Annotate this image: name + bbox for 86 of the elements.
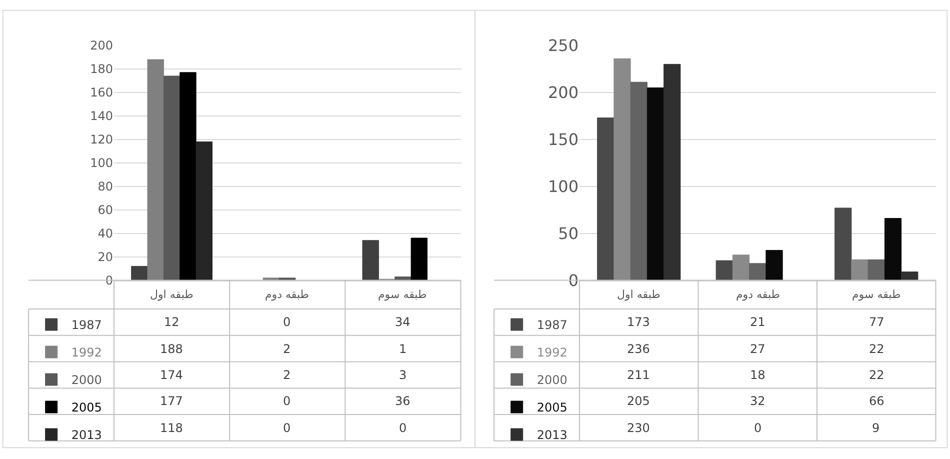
y-tick-label: 0 <box>568 270 578 290</box>
x-tick-label: طبقه دوم <box>736 288 780 301</box>
legend-label: 2000 <box>71 373 102 388</box>
bar <box>664 64 681 280</box>
data-label: 66 <box>869 394 884 408</box>
bar <box>163 76 180 280</box>
data-label: 12 <box>164 315 180 329</box>
bar <box>901 272 918 280</box>
legend-label: 1992 <box>71 346 102 360</box>
data-label: 205 <box>627 394 650 408</box>
bar <box>362 240 379 280</box>
data-label: 188 <box>160 342 183 356</box>
data-label: 0 <box>283 315 291 329</box>
data-label: 21 <box>750 315 766 329</box>
text: 1992 <box>536 346 568 360</box>
bar <box>851 259 868 280</box>
x-tick-label: طبقه سوم <box>852 288 901 301</box>
y-tick-label: 20 <box>98 250 113 264</box>
legend-label: 1987 <box>71 318 102 332</box>
bar <box>749 263 766 280</box>
bar <box>834 208 852 280</box>
data-label: 236 <box>627 342 650 356</box>
y-tick-label: 150 <box>548 130 578 149</box>
bar <box>410 238 428 280</box>
text: 2005 <box>536 400 568 415</box>
data-label: 2 <box>283 368 291 382</box>
bar <box>597 118 614 280</box>
text: 2000 <box>536 373 568 388</box>
data-label: 2 <box>283 342 291 356</box>
y-tick-label: 100 <box>548 176 578 196</box>
data-label: 32 <box>750 394 766 408</box>
data-label: 211 <box>627 368 650 382</box>
y-tick-label: 140 <box>90 109 113 124</box>
y-tick-label: 80 <box>98 180 113 194</box>
bar <box>196 141 212 280</box>
data-label: 174 <box>160 368 183 382</box>
data-label: 3 <box>399 368 407 382</box>
data-label: 230 <box>627 421 650 435</box>
y-tick-label: 250 <box>548 36 578 56</box>
bar <box>630 82 648 280</box>
data-label: 18 <box>750 368 766 382</box>
data-label: 22 <box>869 342 884 356</box>
bar <box>262 278 280 280</box>
y-tick-label: 200 <box>548 82 578 102</box>
data-label: 77 <box>869 315 884 329</box>
data-label: 173 <box>627 315 650 329</box>
y-tick-label: 160 <box>90 86 113 100</box>
bar <box>884 218 902 280</box>
bar <box>394 276 412 280</box>
legend-label: 2013 <box>536 428 568 442</box>
data-label: 36 <box>395 394 410 408</box>
data-label: 0 <box>283 394 291 408</box>
bar <box>147 59 164 280</box>
y-tick-label: 100 <box>90 156 113 170</box>
data-label: 177 <box>160 394 183 408</box>
data-label: 9 <box>872 421 880 435</box>
y-tick-label: 60 <box>98 203 113 218</box>
bar <box>766 250 783 280</box>
y-tick-label: 40 <box>98 226 113 241</box>
x-tick-label: طبقه اول <box>617 288 661 301</box>
bar <box>868 259 885 280</box>
x-tick-label: طبقه دوم <box>265 288 310 301</box>
data-label: 118 <box>160 421 183 435</box>
bar <box>279 278 296 280</box>
data-label: 27 <box>750 342 766 356</box>
text: 2013 <box>71 428 102 442</box>
x-tick-label: طبقه سوم <box>378 288 427 301</box>
data-label: 0 <box>754 421 762 435</box>
y-tick-label: 200 <box>90 38 113 53</box>
bar <box>614 58 631 280</box>
y-tick-label: 120 <box>90 132 113 147</box>
data-label: 0 <box>283 421 291 435</box>
bar <box>131 266 148 280</box>
data-label: 1 <box>399 342 407 356</box>
text: 1987 <box>536 318 568 332</box>
bar <box>732 254 750 280</box>
bar <box>646 87 664 280</box>
data-label: 0 <box>399 421 407 435</box>
x-tick-label: طبقه اول <box>150 288 194 301</box>
data-label: 22 <box>869 368 884 382</box>
data-label: 34 <box>395 315 410 329</box>
legend-label: 2005 <box>71 400 102 415</box>
y-tick-label: 180 <box>90 62 113 76</box>
y-tick-label: 50 <box>558 224 578 243</box>
bar <box>716 260 733 280</box>
bar <box>180 72 196 280</box>
